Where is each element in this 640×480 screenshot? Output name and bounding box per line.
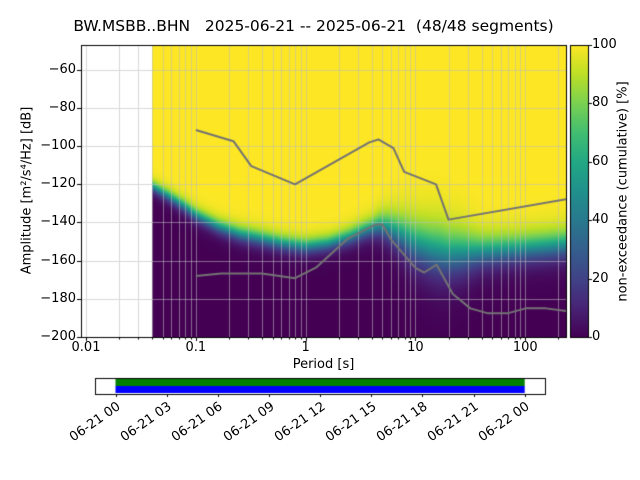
colorbar-tick-label: 100 <box>592 37 617 52</box>
x-tick-label: 0.1 <box>185 340 207 355</box>
y-tick-label: −180 <box>40 290 76 306</box>
plot-title: BW.MSBB..BHN 2025-06-21 -- 2025-06-21 (4… <box>73 17 554 35</box>
y-tick-label: −80 <box>48 99 76 115</box>
y-tick-label: −200 <box>40 329 76 344</box>
colorbar-tick-label: 20 <box>592 270 609 286</box>
x-tick-label: 10 <box>407 340 424 355</box>
x-tick-label: 100 <box>512 340 538 355</box>
colorbar-tick-label: 60 <box>592 153 609 169</box>
x-tick-label: 0.01 <box>71 340 101 355</box>
y-axis-label: Amplitude [m²/s⁴/Hz] [dB] <box>19 106 35 275</box>
colorbar-tick-label: 0 <box>592 329 601 344</box>
y-tick-label: −100 <box>40 138 76 154</box>
y-tick-label: −60 <box>48 61 76 77</box>
x-tick-label: 1 <box>301 340 310 355</box>
y-tick-label: −140 <box>40 214 76 230</box>
y-tick-label: −120 <box>40 176 76 192</box>
x-axis-label: Period [s] <box>292 357 355 372</box>
y-tick-label: −160 <box>40 252 76 268</box>
colorbar-tick-label: 40 <box>592 212 609 228</box>
colorbar-label: non-exceedance (cumulative) [%] <box>615 81 631 302</box>
colorbar-tick-label: 80 <box>592 95 609 111</box>
